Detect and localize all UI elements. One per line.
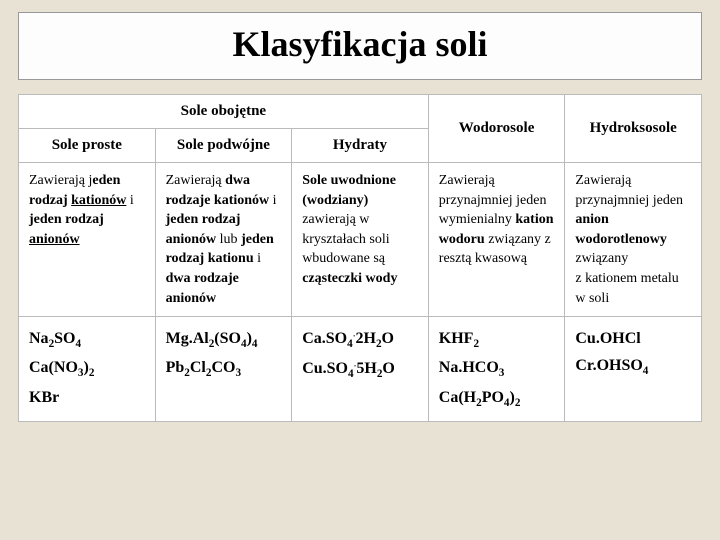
header-obojetne: Sole obojętne: [19, 95, 429, 129]
title-panel: Klasyfikacja soli: [18, 12, 702, 80]
formula-wodoro: KHF2 Na.HCO3 Ca(H2PO4)2: [428, 317, 565, 422]
formula-hydraty: Ca.SO4.2H2O Cu.SO4.5H2O: [292, 317, 429, 422]
desc-proste: Zawierają jeden rodzaj kationów i jeden …: [19, 163, 156, 317]
desc-hydroxo: Zawierają przynajmniej jeden anion wodor…: [565, 163, 702, 317]
desc-podwojne: Zawierają dwa rodzaje kationów i jeden r…: [155, 163, 292, 317]
page-title: Klasyfikacja soli: [19, 23, 701, 65]
desc-hydraty: Sole uwodnione (wodziany) zawierają w kr…: [292, 163, 429, 317]
formula-podwojne: Mg.Al2(SO4)4 Pb2Cl2CO3: [155, 317, 292, 422]
header-hydroxo: Hydroksosole: [565, 95, 702, 163]
header-proste: Sole proste: [19, 129, 156, 163]
desc-wodoro: Zawierają przynajmniej jeden wymienialny…: [428, 163, 565, 317]
formula-hydroxo: Cu.OHCl Cr.OHSO4: [565, 317, 702, 422]
salt-classification-table: Sole obojętne Wodorosole Hydroksosole So…: [18, 94, 702, 422]
header-hydraty: Hydraty: [292, 129, 429, 163]
header-wodoro: Wodorosole: [428, 95, 565, 163]
header-podwojne: Sole podwójne: [155, 129, 292, 163]
formula-proste: Na2SO4 Ca(NO3)2 KBr: [19, 317, 156, 422]
